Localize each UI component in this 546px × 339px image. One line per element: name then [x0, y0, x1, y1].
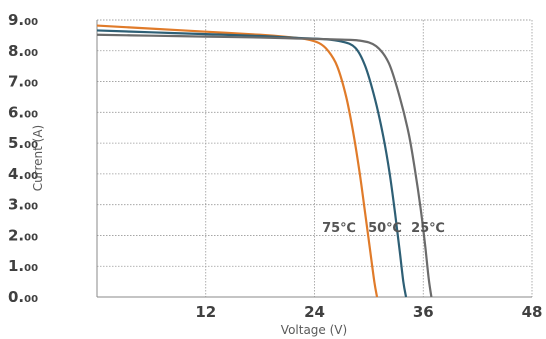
y-tick-label: 7.00: [8, 73, 38, 91]
y-tick-label: 2.00: [8, 226, 38, 244]
grid-lines: [97, 19, 532, 297]
y-tick-label: 4.00: [8, 165, 38, 183]
y-tick-label: 9.00: [8, 11, 38, 29]
series-labels: 75℃ 50℃ 25℃: [322, 221, 445, 236]
series-lines: [96, 24, 433, 298]
y-tick-label: 8.00: [8, 42, 38, 60]
y-tick-label: 6.00: [8, 103, 38, 121]
x-tick-label: 24: [304, 303, 325, 321]
y-tick-label: 3.00: [8, 196, 38, 214]
x-tick-labels: 12 24 36 48: [195, 303, 542, 321]
series-label: 25℃: [411, 221, 445, 236]
y-tick-labels: 9.00 8.00 7.00 6.00 5.00 4.00 3.00 2.00 1.00 0.00: [8, 11, 38, 306]
series-line: [96, 24, 379, 298]
series-line: [96, 29, 408, 298]
x-tick-label: 12: [195, 303, 216, 321]
y-tick-label: 0.00: [8, 288, 38, 306]
y-tick-label: 5.00: [8, 134, 38, 152]
y-tick-label: 1.00: [8, 257, 38, 275]
y-axis-label: Current (A): [31, 125, 45, 191]
x-tick-label: 36: [413, 303, 434, 321]
x-axis-label: Voltage (V): [281, 323, 347, 337]
series-label: 75℃: [322, 221, 356, 236]
axes: [96, 19, 533, 298]
x-tick-label: 48: [522, 303, 543, 321]
series-label: 50℃: [368, 221, 402, 236]
series-line: [96, 33, 433, 298]
